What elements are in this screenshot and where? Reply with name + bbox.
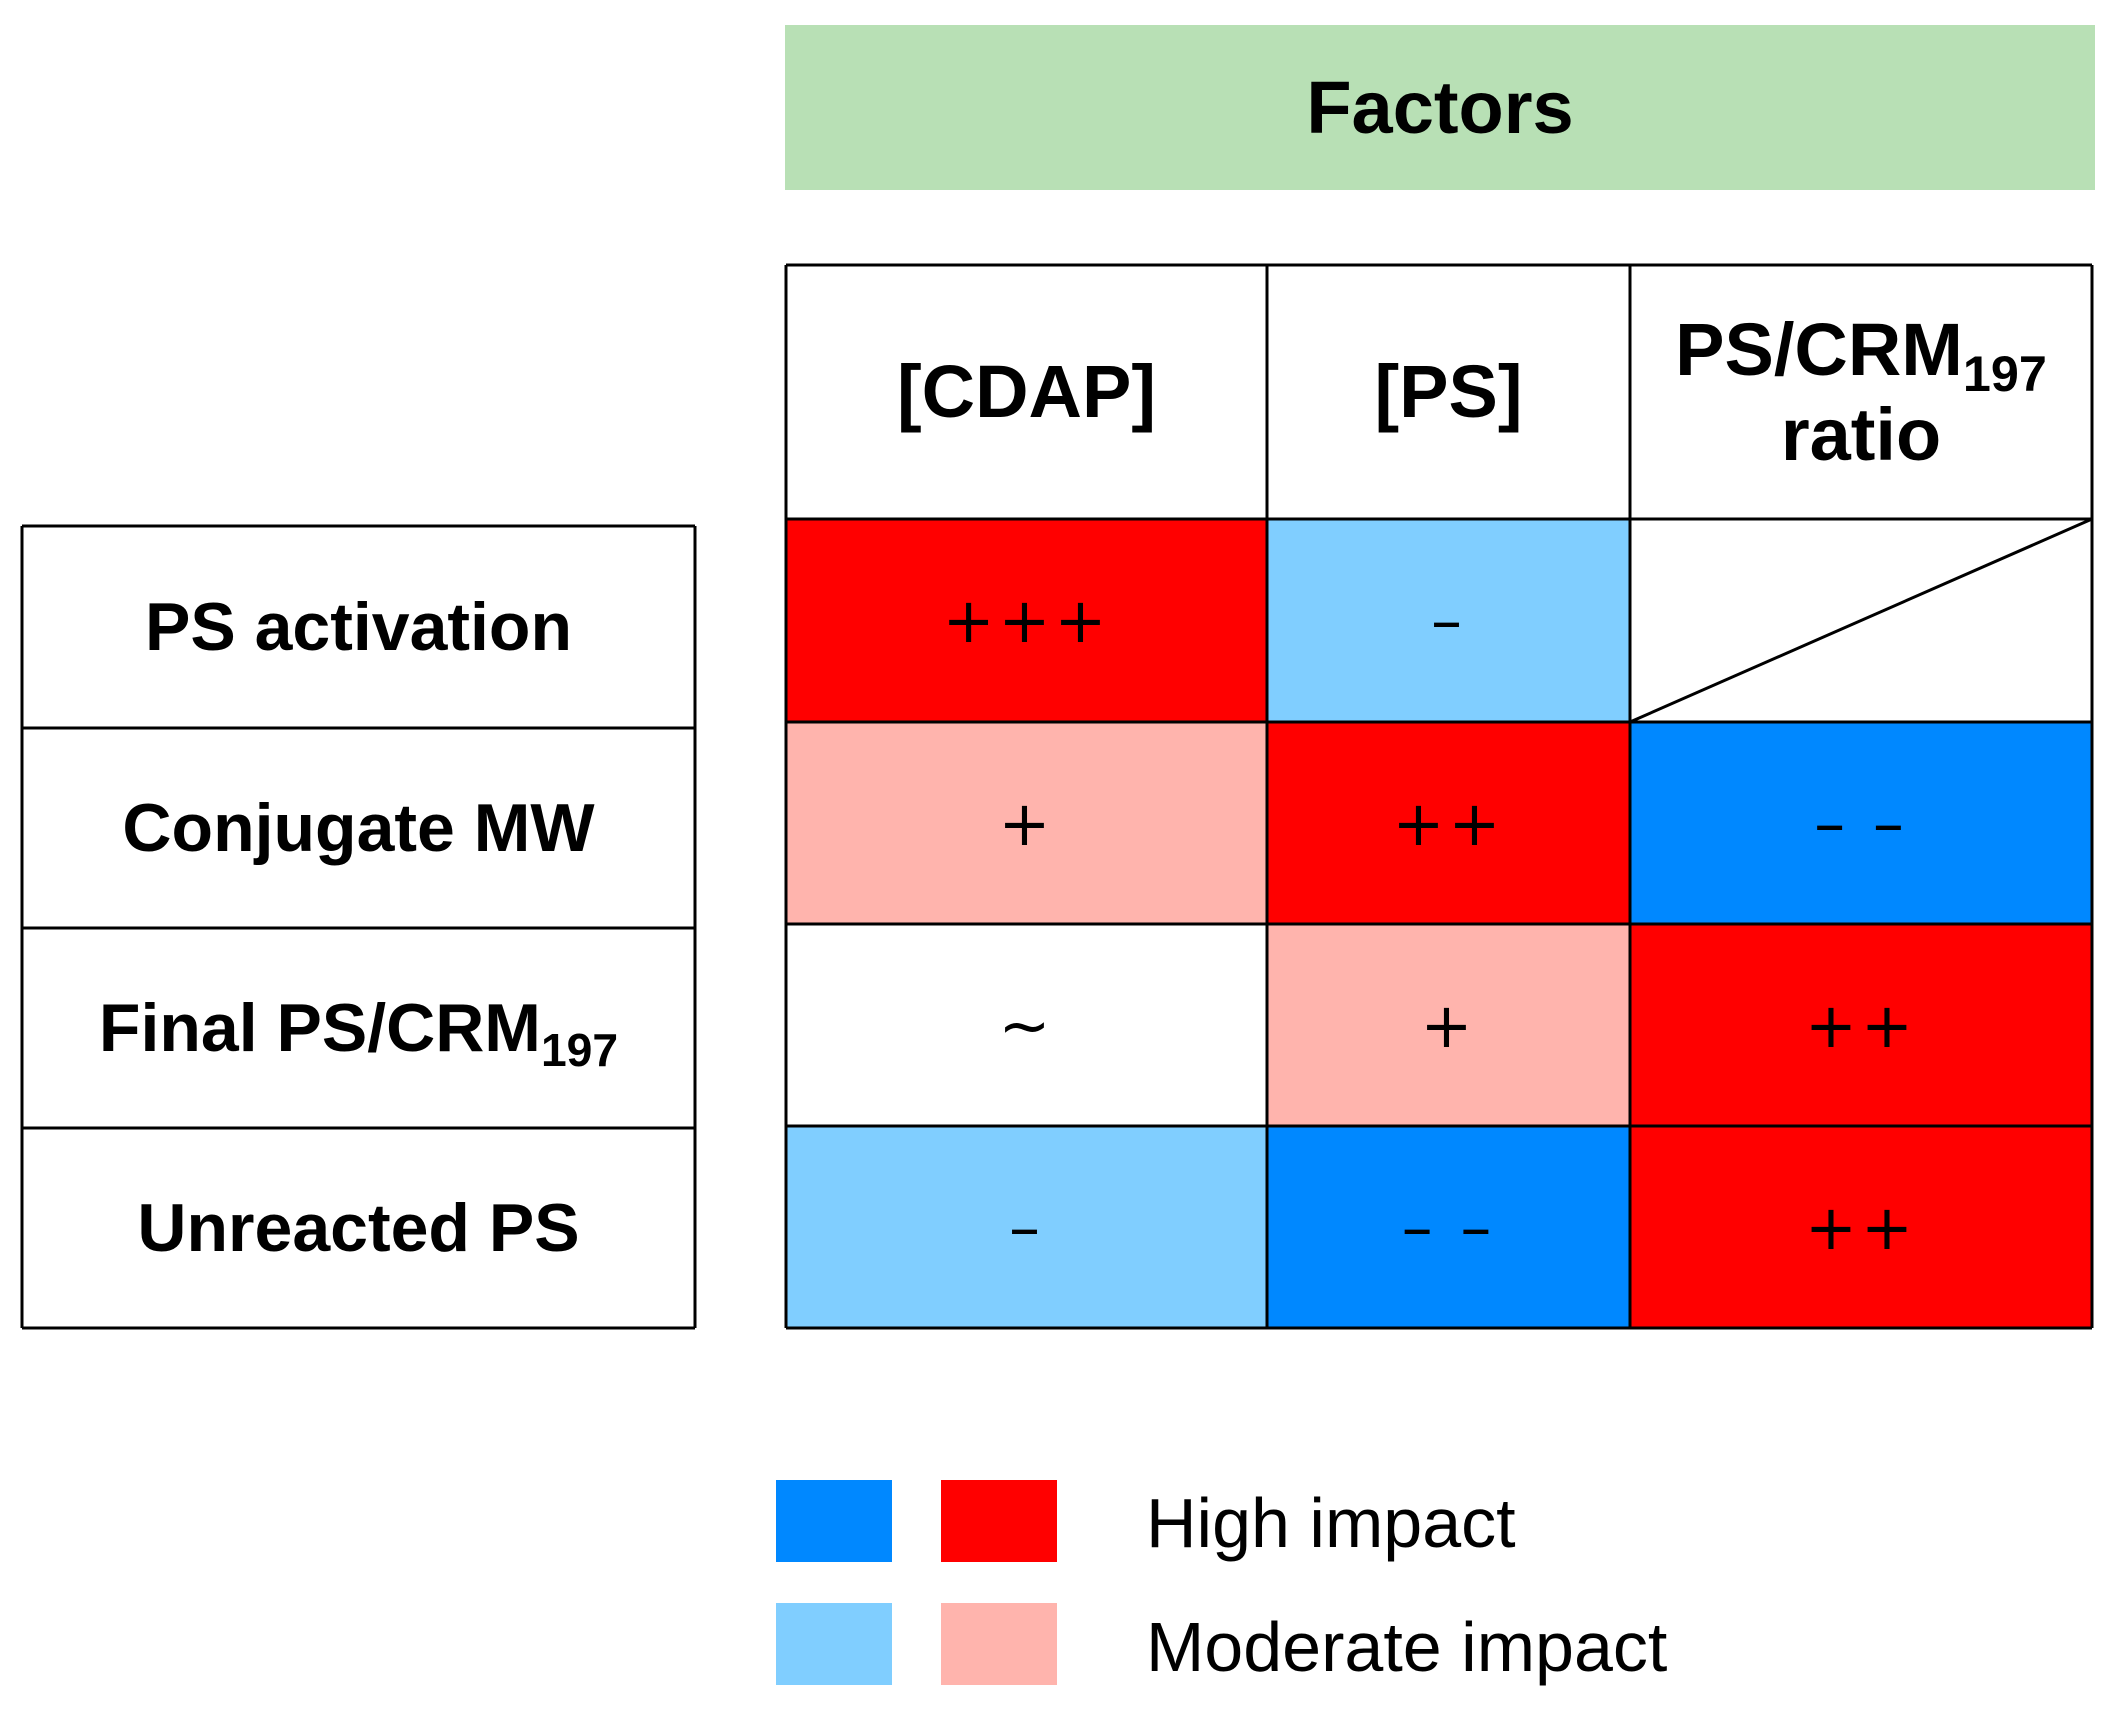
legend-swatch-moderate-positive	[941, 1603, 1057, 1685]
row-header-2: Conjugate MW	[22, 728, 695, 928]
legend-swatch-moderate-negative	[776, 1603, 892, 1685]
impact-mark: –	[1431, 584, 1466, 657]
column-header-label: [CDAP]	[897, 350, 1156, 434]
row-header-label: PS activation	[144, 589, 573, 665]
row-header-label: Final PS/CRM	[98, 990, 541, 1066]
impact-mark: – –	[1814, 786, 1908, 860]
impact-mark: – –	[1401, 1190, 1496, 1264]
column-header-label: PS/CRM	[1675, 307, 1963, 391]
impact-cell-r2-c3: – –	[1630, 722, 2092, 924]
factors-banner: Factors	[785, 25, 2095, 190]
factors-title: Factors	[1306, 66, 1574, 149]
not-applicable-diagonal-line	[1629, 517, 2093, 724]
row-header-4: Unreacted PS	[22, 1128, 695, 1328]
impact-cell-r4-c1: –	[786, 1126, 1267, 1328]
impact-cell-r2-c2: ++	[1267, 722, 1630, 924]
impact-mark: +++	[942, 584, 1111, 657]
impact-cell-r3-c2: +	[1267, 924, 1630, 1126]
impact-cell-r3-c3: ++	[1630, 924, 2092, 1126]
legend-swatch-high-positive	[941, 1480, 1057, 1562]
impact-cell-r4-c2: – –	[1267, 1126, 1630, 1328]
legend-label-high: High impact	[1146, 1484, 1516, 1562]
impact-mark: +	[998, 786, 1055, 860]
legend-swatch-high-negative	[776, 1480, 892, 1562]
impact-mark: ++	[1805, 988, 1917, 1062]
impact-cell-r3-c1: ~	[786, 924, 1267, 1126]
column-header-label: [PS]	[1374, 350, 1523, 434]
impact-mark: ++	[1392, 786, 1505, 860]
column-header-2: [PS]	[1267, 265, 1630, 519]
impact-mark: ~	[998, 988, 1055, 1062]
row-header-3: Final PS/CRM197	[22, 928, 695, 1128]
column-header-label-line2: ratio	[1780, 393, 1942, 476]
row-header-label: Conjugate MW	[122, 790, 595, 866]
legend-label-moderate: Moderate impact	[1146, 1608, 1668, 1686]
impact-mark: –	[1009, 1190, 1044, 1264]
column-header-3: PS/CRM197 ratio	[1630, 265, 2092, 519]
impact-cell-r4-c3: ++	[1630, 1126, 2092, 1328]
impact-cell-r1-c2: –	[1267, 519, 1630, 722]
impact-mark: ++	[1805, 1190, 1917, 1264]
column-header-subscript: 197	[1962, 345, 2047, 402]
impact-mark: +	[1420, 988, 1477, 1062]
row-header-subscript: 197	[540, 1023, 619, 1076]
impact-cell-r2-c1: +	[786, 722, 1267, 924]
row-header-label: Unreacted PS	[137, 1190, 580, 1266]
row-header-1: PS activation	[22, 526, 695, 728]
impact-cell-r1-c1: +++	[786, 519, 1267, 722]
column-header-1: [CDAP]	[786, 265, 1267, 519]
